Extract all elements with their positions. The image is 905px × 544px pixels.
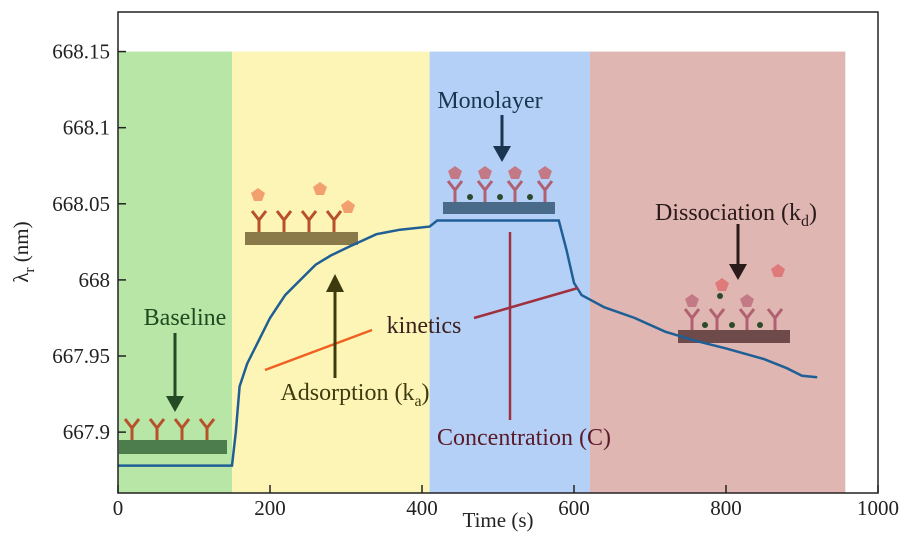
annotation-lines bbox=[166, 115, 747, 420]
annotation: Adsorption (ka) bbox=[280, 380, 429, 410]
antibodies bbox=[446, 180, 784, 330]
annotation-text: Dissociation (k bbox=[655, 200, 801, 226]
bound-analytes bbox=[448, 166, 754, 307]
antibodies bbox=[123, 210, 343, 440]
y-tick-label: 667.95 bbox=[52, 344, 110, 368]
surface bbox=[245, 232, 358, 245]
phase-region bbox=[232, 51, 430, 493]
surface bbox=[443, 202, 555, 214]
annotation: Monolayer bbox=[437, 88, 542, 114]
analytes bbox=[251, 182, 355, 213]
x-tick-label: 0 bbox=[113, 496, 124, 520]
annotation-sub: a bbox=[414, 393, 421, 410]
x-tick-label: 600 bbox=[558, 496, 590, 520]
data-line bbox=[118, 219, 818, 467]
y-tick-label: 668.15 bbox=[52, 40, 110, 64]
dots bbox=[467, 194, 763, 328]
phase-region bbox=[589, 51, 846, 493]
x-tick-label: 1000 bbox=[857, 496, 899, 520]
annotation-text: Adsorption (k bbox=[280, 380, 414, 406]
annotation-text: ) bbox=[809, 200, 817, 226]
y-tick-label: 668 bbox=[79, 268, 111, 292]
annotation: Baseline bbox=[144, 305, 227, 331]
y-axis-label: λr (nm) bbox=[9, 221, 38, 282]
y-tick-label: 668.1 bbox=[63, 116, 110, 140]
y-label-text: λ bbox=[9, 272, 33, 283]
released-analytes bbox=[715, 264, 785, 291]
y-tick-label: 667.9 bbox=[63, 420, 110, 444]
surface bbox=[119, 440, 227, 454]
y-label-sub: r bbox=[22, 267, 38, 272]
y-label-text: (nm) bbox=[9, 221, 33, 267]
annotation: Concentration (C) bbox=[437, 425, 611, 451]
x-axis-label: Time (s) bbox=[463, 508, 534, 532]
x-tick-label: 400 bbox=[406, 496, 438, 520]
annotation: kinetics bbox=[387, 313, 462, 339]
y-tick-label: 668.05 bbox=[52, 192, 110, 216]
annotation-text: ) bbox=[422, 380, 430, 406]
icons bbox=[119, 166, 790, 454]
plot-frame bbox=[117, 11, 879, 494]
phase-region bbox=[118, 51, 232, 493]
annotation: Dissociation (kd) bbox=[655, 200, 817, 230]
annotation-sub: d bbox=[801, 213, 809, 230]
surface bbox=[678, 330, 790, 343]
x-tick-label: 200 bbox=[254, 496, 286, 520]
x-tick-label: 800 bbox=[710, 496, 742, 520]
